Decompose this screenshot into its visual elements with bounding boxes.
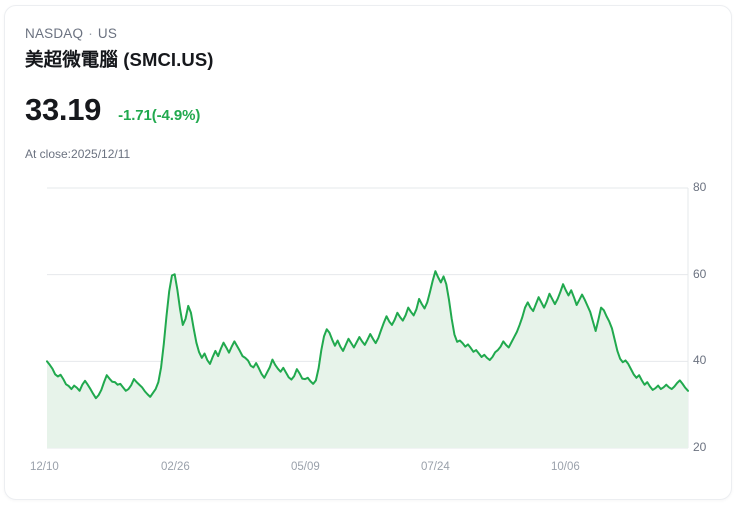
current-price: 33.19: [25, 92, 102, 127]
chart-line-series: [46, 270, 689, 400]
chart-canvas: [46, 187, 689, 449]
exchange-region-row: NASDAQ · US: [25, 26, 117, 41]
y-axis-tick-label: 40: [693, 353, 707, 368]
page-title: 美超微電腦 (SMCI.US): [25, 49, 214, 70]
y-axis-tick-label: 60: [693, 266, 707, 281]
market-status-note: At close:2025/12/11: [25, 147, 131, 161]
separator-dot: ·: [88, 26, 93, 41]
x-axis-tick-label: 05/09: [291, 461, 320, 473]
x-axis-tick-label: 10/06: [551, 461, 580, 473]
price-row: 33.19 -1.71(-4.9%): [25, 92, 200, 128]
chart-area-fill: [47, 271, 688, 448]
x-axis-tick-label: 07/24: [421, 461, 450, 473]
y-axis-tick-label: 80: [693, 180, 707, 194]
exchange-name: NASDAQ: [25, 26, 84, 41]
x-axis-tick-label: 12/10: [30, 461, 59, 473]
stock-quote-card: NASDAQ · US 美超微電腦 (SMCI.US) 33.19 -1.71(-4…: [4, 5, 732, 500]
y-axis-tick-label: 20: [693, 440, 707, 454]
region-name: US: [97, 26, 118, 41]
price-change: -1.71(-4.9%): [118, 107, 201, 124]
x-axis-tick-label: 02/26: [161, 461, 190, 473]
price-chart[interactable]: 80 60 40 20 12/10 02/26 05/09 07/24 10/06: [5, 171, 731, 491]
